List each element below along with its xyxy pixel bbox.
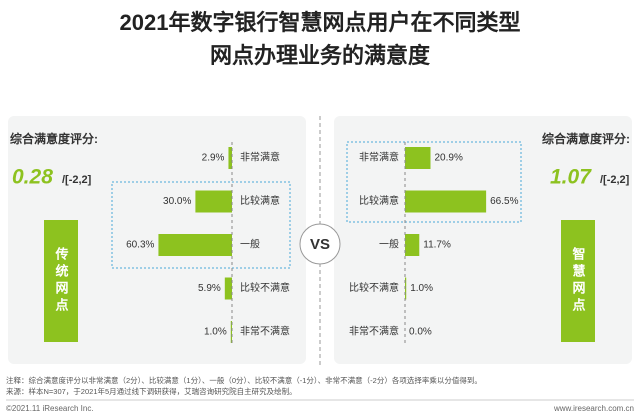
site-url: www.iresearch.com.cn	[553, 404, 634, 413]
copyright: ©2021.11 iResearch Inc.	[6, 404, 94, 413]
highlight-box	[111, 181, 291, 269]
value-label: 0.0%	[409, 327, 432, 338]
category-label: 比较不满意	[240, 281, 290, 294]
value-label: 1.0%	[410, 283, 433, 294]
value-label: 20.9%	[434, 153, 462, 164]
highlight-box	[346, 141, 522, 223]
group-name: 智慧网点	[571, 246, 586, 315]
category-label: 非常满意	[240, 151, 280, 164]
score-title: 综合满意度评分:	[10, 131, 98, 146]
score-value: 1.07	[550, 166, 592, 189]
category-label: 一般	[379, 238, 399, 251]
score-range: /[-2,2]	[62, 174, 92, 186]
bar	[228, 147, 232, 169]
vs-circle	[299, 223, 341, 265]
category-label: 非常不满意	[240, 325, 290, 338]
category-label: 比较满意	[359, 194, 399, 207]
category-label: 非常不满意	[349, 325, 399, 338]
value-label: 1.0%	[204, 327, 227, 338]
category-label: 非常满意	[359, 151, 399, 164]
score-range: /[-2,2]	[600, 174, 630, 186]
note: 来源：样本N=307，于2021年5月通过线下调研获得，艾瑞咨询研究院自主研究及…	[6, 386, 297, 396]
category-label: 比较满意	[240, 194, 280, 207]
value-label: 30.0%	[163, 196, 191, 207]
category-label: 一般	[240, 238, 260, 251]
vs-label: VS	[310, 236, 330, 253]
value-label: 5.9%	[198, 283, 221, 294]
bar	[158, 234, 232, 256]
note: 注释：综合满意度评分以非常满意（2分）、比较满意（1分）、一般（0分）、比较不满…	[6, 375, 482, 385]
bar	[230, 321, 232, 343]
value-label: 60.3%	[126, 240, 154, 251]
bar	[195, 190, 232, 213]
score-title: 综合满意度评分:	[542, 131, 630, 146]
bar	[405, 190, 487, 213]
bar	[405, 277, 407, 300]
value-label: 66.5%	[490, 196, 518, 207]
title: 2021年数字银行智慧网点用户在不同类型	[120, 10, 521, 35]
score-value: 0.28	[12, 166, 53, 189]
group-tag	[561, 220, 595, 342]
group-tag	[44, 220, 78, 342]
category-label: 比较不满意	[349, 281, 399, 294]
title: 网点办理业务的满意度	[210, 43, 431, 68]
bar	[405, 147, 431, 169]
right-panel	[334, 116, 632, 364]
group-name: 传统网点	[54, 246, 70, 315]
value-label: 2.9%	[202, 153, 225, 164]
value-label: 11.7%	[423, 240, 451, 251]
bar	[405, 234, 420, 256]
bar	[224, 277, 232, 300]
